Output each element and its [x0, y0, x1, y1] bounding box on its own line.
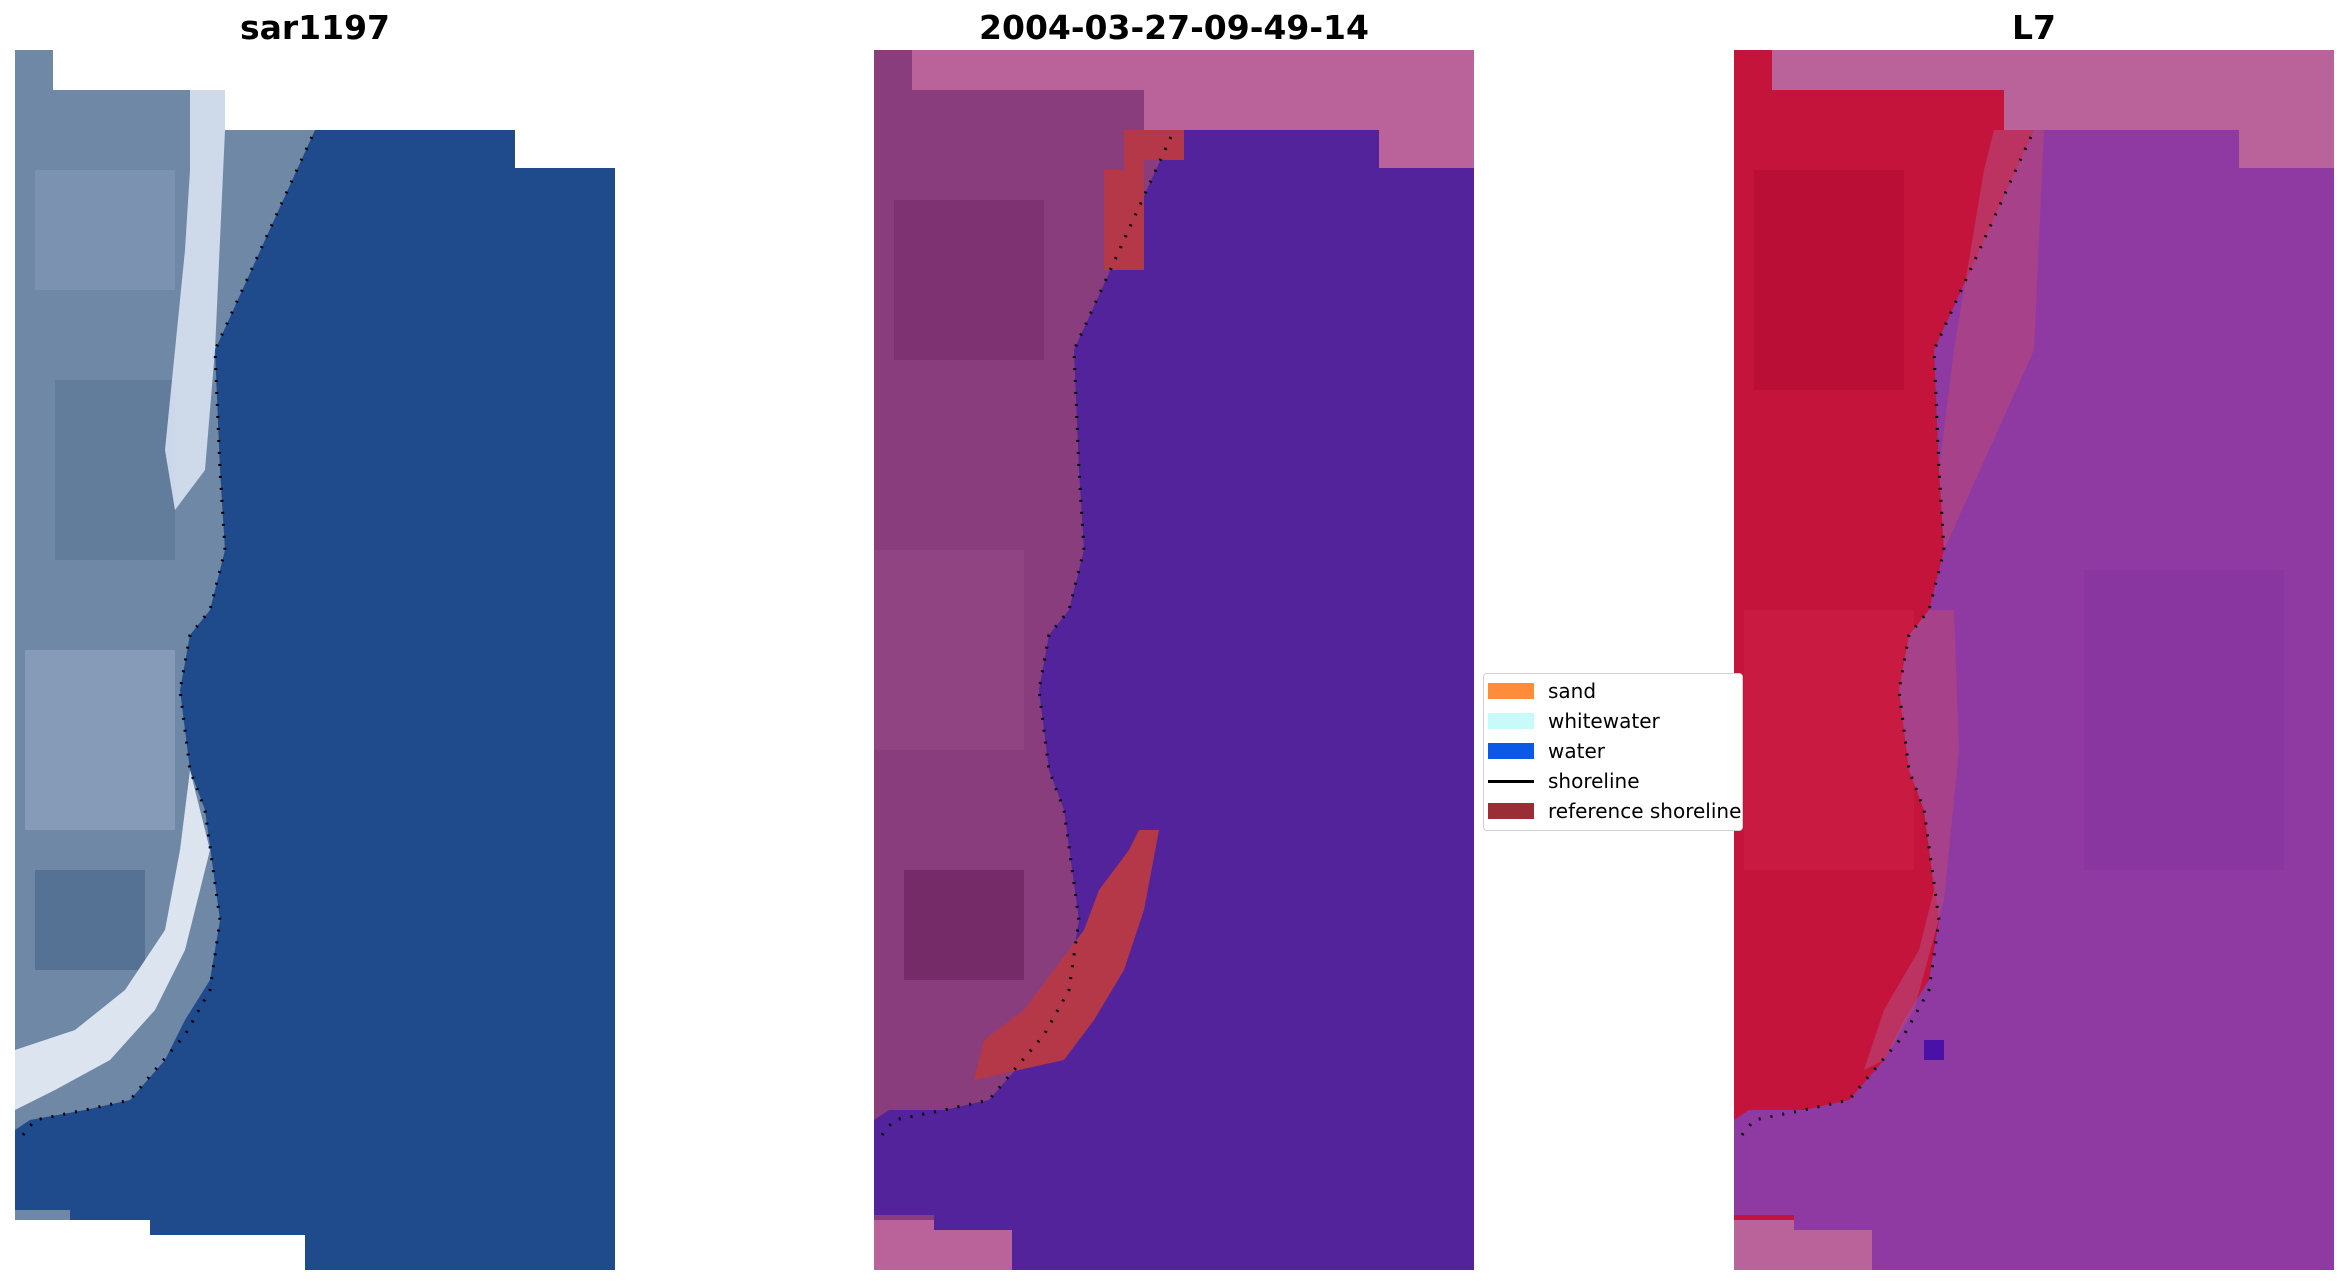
legend-item-water: water	[1484, 736, 1742, 766]
legend: sand whitewater water shoreline referenc…	[1483, 673, 1743, 831]
legend-label-reference-shoreline: reference shoreline	[1548, 799, 1742, 823]
classified-image-panel	[874, 50, 1474, 1270]
legend-item-reference-shoreline: reference shoreline	[1484, 796, 1742, 826]
legend-label-water: water	[1548, 739, 1605, 763]
legend-label-shoreline: shoreline	[1548, 769, 1640, 793]
reference-shoreline-swatch	[1488, 803, 1534, 819]
legend-item-whitewater: whitewater	[1484, 706, 1742, 736]
classified-image	[874, 50, 1474, 1270]
legend-label-sand: sand	[1548, 679, 1597, 703]
legend-item-shoreline: shoreline	[1484, 766, 1742, 796]
rgb-image	[15, 50, 615, 1270]
legend-label-whitewater: whitewater	[1548, 709, 1660, 733]
water-swatch	[1488, 743, 1534, 759]
panel-title-index: L7	[2012, 8, 2056, 47]
index-image	[1734, 50, 2334, 1270]
rgb-image-panel	[15, 50, 615, 1270]
whitewater-swatch	[1488, 713, 1534, 729]
index-image-panel	[1734, 50, 2334, 1270]
sand-swatch	[1488, 683, 1534, 699]
panel-title-rgb: sar1197	[239, 8, 391, 47]
panel-title-classified: 2004-03-27-09-49-14	[979, 8, 1369, 47]
legend-item-sand: sand	[1484, 676, 1742, 706]
shoreline-line-swatch	[1488, 780, 1534, 783]
